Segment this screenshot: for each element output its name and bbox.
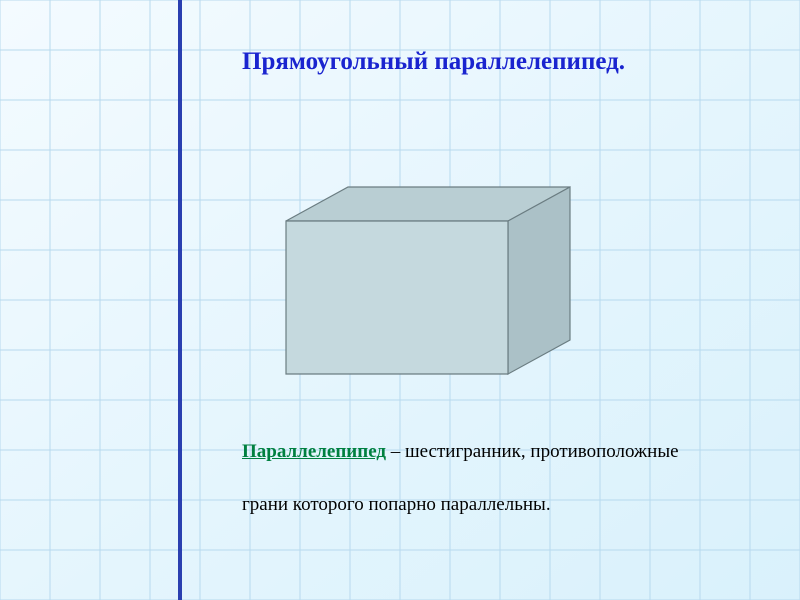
definition-line-2: грани которого попарно параллельны.: [242, 494, 551, 516]
definition-line-1: Параллелепипед – шестигранник, противопо…: [242, 442, 679, 461]
definition-rest-1: – шестигранник, противоположные: [386, 441, 679, 462]
cuboid-diagram: [284, 185, 572, 376]
definition-term: Параллелепипед: [242, 441, 386, 462]
slide-stage: Прямоугольный параллелепипед. Параллелеп…: [0, 0, 800, 600]
vertical-divider: [178, 0, 182, 600]
slide-title: Прямоугольный параллелепипед.: [242, 48, 625, 76]
